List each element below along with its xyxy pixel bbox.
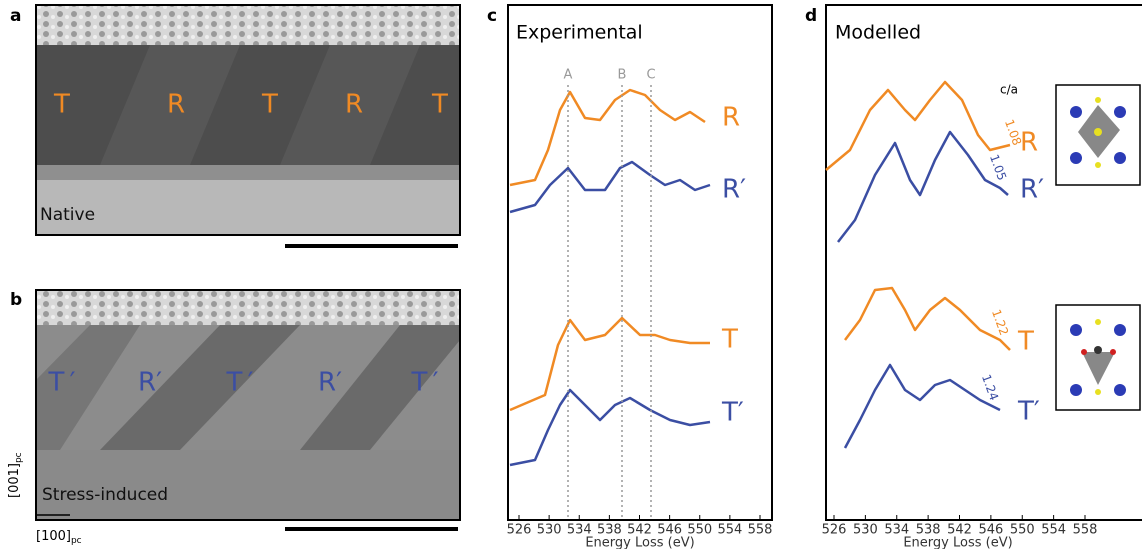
x-tick-label: 558 — [1073, 523, 1098, 538]
x-tick-label: 554 — [1041, 523, 1066, 538]
domain-label: T ′ — [226, 368, 254, 398]
axis-text: [100] — [36, 529, 71, 544]
x-tick-label: 530 — [853, 523, 878, 538]
curve-label: T — [721, 325, 738, 355]
marker-label: A — [564, 68, 573, 83]
plot-title: Experimental — [516, 22, 643, 44]
x-tick-label: 538 — [916, 523, 941, 538]
x-tick-label: 530 — [537, 523, 562, 538]
domain-label: T ′ — [411, 368, 439, 398]
caption: Native — [40, 205, 95, 225]
curve-label: T — [1017, 327, 1034, 357]
structure-inset — [1055, 84, 1141, 186]
domain-label: T — [261, 90, 278, 120]
spectra — [825, 80, 1011, 449]
domain-label: T — [53, 90, 70, 120]
x-tick-label: 558 — [748, 523, 773, 538]
ratio-value: 1.05 — [987, 152, 1009, 182]
panel-label: a — [10, 6, 21, 26]
x-tick-label: 554 — [717, 523, 742, 538]
curve-label: T′ — [1017, 397, 1040, 427]
domain-label: R — [345, 90, 363, 120]
x-tick-label: 538 — [597, 523, 622, 538]
axis-sub: pc — [14, 452, 24, 463]
curve-label: T′ — [721, 398, 744, 428]
marker-label: C — [646, 68, 655, 83]
domain-label: T — [431, 90, 448, 120]
ratio-heading: c/a — [1000, 83, 1018, 97]
x-tick-label: 526 — [822, 523, 847, 538]
domain-label: T ′ — [48, 368, 76, 398]
curve-label: R — [1020, 128, 1038, 158]
axis-label: [001]pc — [7, 452, 24, 498]
x-tick-label: 542 — [947, 523, 972, 538]
panel-label: b — [10, 290, 22, 310]
axis-label: [100]pc — [36, 529, 82, 546]
curve-label: R′ — [722, 175, 746, 205]
ratio-value: 1.22 — [989, 307, 1011, 337]
x-tick-label: 534 — [884, 523, 909, 538]
plot-frame — [825, 4, 1142, 521]
x-tick-label: 550 — [1010, 523, 1035, 538]
plot-title: Modelled — [835, 22, 921, 44]
tem-image — [35, 289, 461, 521]
curve-label: R′ — [1020, 175, 1044, 205]
panel-label: c — [487, 6, 497, 26]
ratio-value: 1.24 — [979, 372, 1001, 402]
x-tick-label: 546 — [978, 523, 1003, 538]
axis-text: [001] — [7, 463, 22, 498]
x-tick-label: 550 — [687, 523, 712, 538]
x-tick-label: 534 — [567, 523, 592, 538]
axis-sub: pc — [71, 536, 82, 546]
spectra — [509, 88, 711, 467]
x-tick-label: 546 — [657, 523, 682, 538]
tem-image — [35, 4, 461, 236]
plot-frame — [507, 4, 773, 521]
x-axis-label: Energy Loss (eV) — [585, 536, 694, 550]
panel-label: d — [805, 6, 817, 26]
domain-label: R — [167, 90, 185, 120]
marker-lines — [567, 85, 652, 520]
marker-label: B — [618, 68, 627, 83]
caption: Stress-induced — [42, 485, 168, 505]
domain-label: R′ — [318, 368, 342, 398]
curve-label: R — [722, 103, 740, 133]
x-axis-label: Energy Loss (eV) — [903, 536, 1012, 550]
structure-inset — [1055, 304, 1141, 411]
domain-label: R′ — [138, 368, 162, 398]
x-tick-label: 542 — [627, 523, 652, 538]
x-tick-label: 526 — [507, 523, 532, 538]
